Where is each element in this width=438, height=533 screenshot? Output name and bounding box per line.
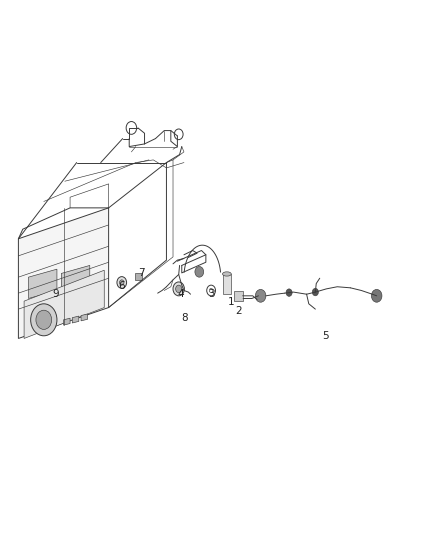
Circle shape <box>255 289 266 302</box>
Polygon shape <box>135 273 142 280</box>
Polygon shape <box>61 265 90 295</box>
Circle shape <box>36 310 52 329</box>
Circle shape <box>195 266 204 277</box>
Circle shape <box>312 288 318 296</box>
Text: 9: 9 <box>53 289 60 299</box>
Polygon shape <box>234 291 243 301</box>
Circle shape <box>117 277 127 288</box>
Polygon shape <box>81 314 88 321</box>
Circle shape <box>371 289 382 302</box>
Circle shape <box>286 289 292 296</box>
Circle shape <box>173 282 184 296</box>
Polygon shape <box>72 316 79 323</box>
Polygon shape <box>28 269 57 298</box>
Polygon shape <box>24 270 104 338</box>
Text: 4: 4 <box>177 289 184 298</box>
Text: 3: 3 <box>208 289 215 298</box>
Text: 6: 6 <box>118 281 125 290</box>
Text: 2: 2 <box>235 306 242 316</box>
Polygon shape <box>64 318 70 325</box>
Text: 1: 1 <box>227 297 234 307</box>
Text: 7: 7 <box>138 269 145 278</box>
Polygon shape <box>18 208 109 338</box>
Ellipse shape <box>223 272 231 276</box>
Text: 8: 8 <box>181 313 188 322</box>
Text: 5: 5 <box>322 331 329 341</box>
Circle shape <box>176 285 182 293</box>
Circle shape <box>120 280 124 285</box>
Circle shape <box>31 304 57 336</box>
Polygon shape <box>223 274 231 294</box>
